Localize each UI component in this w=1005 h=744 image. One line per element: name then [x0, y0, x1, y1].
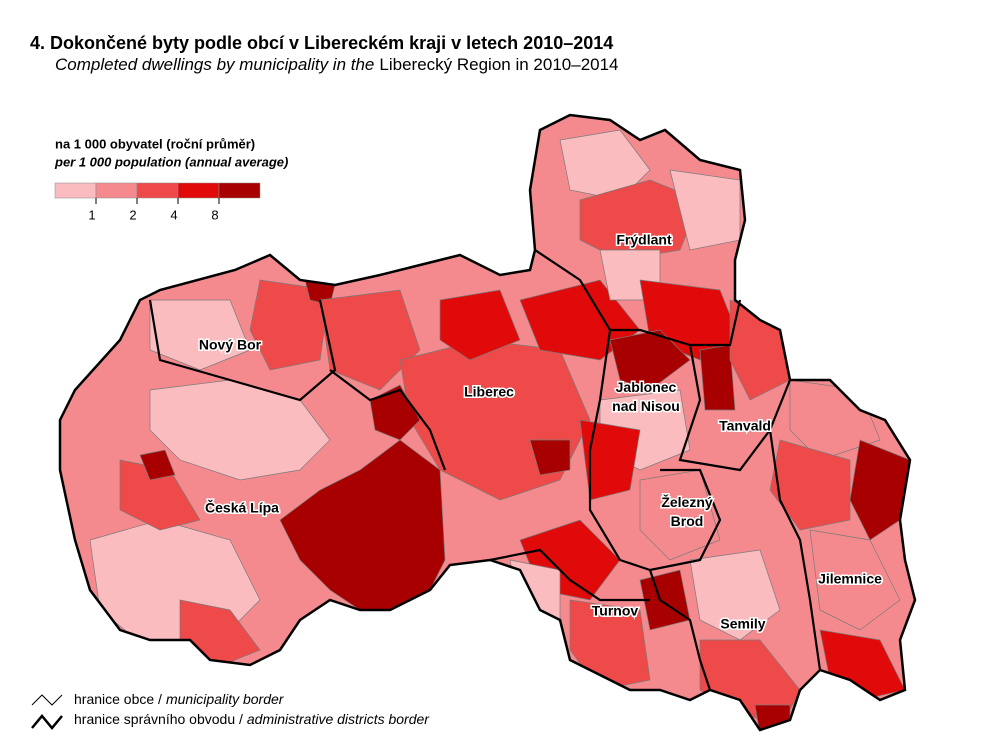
- municipality: [149, 299, 251, 371]
- district-border: [588, 329, 722, 572]
- district-border: [489, 548, 650, 602]
- legend-swatch: [54, 182, 97, 199]
- district-border: [148, 299, 337, 402]
- municipality: [689, 549, 781, 641]
- legend-bar: 1 2 4 8: [54, 182, 261, 222]
- municipality: [809, 529, 901, 631]
- district-border: [534, 249, 742, 347]
- border-name-cz: hranice správního obvodu /: [74, 711, 243, 727]
- district-label: Brod: [671, 513, 704, 529]
- municipality: [849, 439, 911, 541]
- legend-swatch: [95, 182, 138, 199]
- municipality: [279, 439, 446, 611]
- municipality: [529, 439, 571, 476]
- subtitle: Completed dwellings by municipality in t…: [55, 55, 619, 74]
- municipality: [139, 449, 176, 481]
- district-border: [648, 569, 712, 691]
- border-name-en: municipality border: [166, 691, 285, 707]
- district-label: nad Nisou: [612, 398, 680, 414]
- district-border-symbol: [31, 714, 63, 730]
- legend-subtitle: per 1 000 population (annual average): [54, 154, 288, 169]
- legend-title: na 1 000 obyvatel (roční průměr): [55, 136, 255, 151]
- municipality: [319, 289, 421, 391]
- municipality-border-symbol: [31, 694, 63, 706]
- border-legend-text: hranice obce / municipality border: [74, 691, 285, 707]
- district-label: Jilemnice: [818, 571, 882, 587]
- municipality: [439, 289, 521, 361]
- legend-tick-label: 2: [129, 207, 136, 222]
- district-label: Semily: [720, 616, 765, 632]
- municipality: [579, 179, 701, 261]
- legend-swatch: [177, 182, 220, 199]
- district-label: Frýdlant: [616, 232, 672, 248]
- legend-tick-label: 4: [170, 207, 177, 222]
- district-label: Liberec: [464, 384, 514, 400]
- district-border: [329, 369, 447, 471]
- municipality: [569, 599, 651, 691]
- border-legend: hranice obce / municipality borderhranice…: [31, 691, 430, 730]
- legend-swatch: [218, 182, 261, 199]
- district-label: Železný: [661, 493, 713, 510]
- district-border: [768, 429, 822, 671]
- district-label: Turnov: [592, 603, 639, 619]
- title: 4. Dokončené byty podle obcí v Liberecké…: [30, 33, 613, 53]
- border-name-cz: hranice obce /: [74, 691, 162, 707]
- municipality: [699, 344, 736, 411]
- district-border: [678, 344, 792, 472]
- municipality: [579, 419, 641, 501]
- legend-swatch: [136, 182, 179, 199]
- district-label: Česká Lípa: [205, 499, 279, 516]
- legend-tick-label: 8: [211, 207, 218, 222]
- border-legend-text: hranice správního obvodu / administrative…: [74, 711, 430, 727]
- district-label: Nový Bor: [199, 337, 262, 353]
- border-name-en: administrative districts border: [247, 711, 430, 727]
- district-label: Jablonec: [616, 379, 677, 395]
- municipality: [639, 469, 721, 561]
- municipality: [769, 439, 851, 531]
- subtitle-regular: Liberecký Region in 2010–2014: [379, 55, 618, 74]
- district-labels: Nový Bor Liberec Frýdlant Jablonec nad Nisou…: [197, 230, 883, 633]
- district-borders: [148, 249, 822, 691]
- legend-tick-label: 1: [88, 207, 95, 222]
- municipality: [609, 329, 691, 391]
- district-label: Tanvald: [719, 418, 771, 434]
- subtitle-italic: Completed dwellings by municipality in t…: [55, 55, 374, 74]
